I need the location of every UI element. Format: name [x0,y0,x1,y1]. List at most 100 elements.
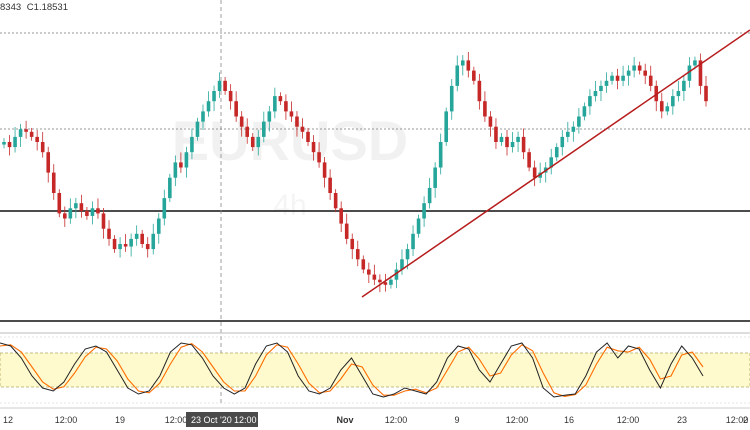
trendline[interactable] [361,29,750,298]
time-tick-label: 16 [564,415,574,425]
watermark-interval: 4h [273,189,306,222]
candle-body [129,238,133,247]
candle-body [344,223,349,239]
candle-body [162,198,167,219]
candle-body [477,80,482,102]
candle-body [267,111,272,122]
candle-body [24,129,28,132]
candle-body [394,269,399,280]
candle-body [123,244,128,247]
candle-body [510,142,515,148]
time-tick-label: 19 [115,415,125,425]
candle-body [400,259,404,270]
candle-body [35,136,39,142]
candle-body [322,162,327,178]
candle-body [228,91,233,102]
time-tick-label: 12:00 [55,415,78,425]
candle-body [549,157,554,168]
candle-body [96,208,100,214]
ohlc-fragment: 8343 [0,2,22,13]
candle-body [250,136,255,148]
candle-body [472,70,476,81]
candle-body [438,142,443,168]
candle-body [527,152,531,168]
candle-body [422,203,426,219]
candle-body [179,162,183,168]
time-tick-label: 2 [743,415,748,425]
candle-body [85,210,89,216]
candle-body [317,152,321,163]
candle-body [588,96,592,107]
candle-body [516,136,520,142]
candle-body [671,96,675,107]
candle-body [416,218,421,234]
candle-body [372,274,377,280]
candle-body [333,193,338,209]
candle-body [433,167,437,188]
candle-body [654,85,659,102]
candle-body [168,177,172,199]
candle-body [328,177,332,193]
candle-body [621,75,625,81]
candle-body [112,238,117,250]
candle-body [494,126,498,142]
candle-body [610,75,614,81]
candle-body [151,233,156,250]
candle-body [665,106,670,112]
time-tick-label: 12:00 [165,415,188,425]
candle-body [505,136,509,148]
candle-body [571,126,576,132]
candle-body [554,147,559,158]
candle-body [118,244,122,250]
candle-body [29,131,34,137]
time-tick-label: Nov [336,415,353,425]
candle-body [306,131,310,142]
candle-body [284,101,288,112]
candlestick-series [2,51,708,293]
candle-body [449,85,454,112]
candle-body [460,60,465,66]
candle-body [195,121,200,137]
candle-body [566,131,570,137]
candle-body [51,172,56,193]
candle-body [687,65,692,81]
candle-body [444,111,449,142]
candle-body [676,91,681,97]
candle-body [46,152,51,173]
candle-body [295,116,299,127]
candle-body [68,208,73,219]
candle-body [13,136,17,148]
candle-body [632,65,636,71]
candle-body [311,142,316,153]
close-value: 1.18531 [33,2,68,13]
time-tick-label: 12:00 [385,415,408,425]
candle-body [648,75,653,86]
candle-body [245,126,250,137]
candle-body [350,238,355,250]
candle-body [223,80,227,91]
candle-body [261,121,266,137]
candle-body [560,136,565,148]
candle-body [289,111,294,117]
candle-body [488,116,493,127]
candle-body [361,259,366,270]
crosshair-time: 12:00 [234,415,257,425]
candle-body [212,91,216,102]
candle-body [273,96,277,112]
candle-body [389,279,393,285]
candle-body [79,203,84,211]
candle-body [145,244,150,250]
candle-body [184,152,189,168]
candle-body [659,101,664,112]
stoch-band [0,352,750,388]
candle-body [615,75,620,81]
candle-body [140,233,144,244]
candle-body [190,136,194,153]
candle-body [637,65,642,71]
candle-body [411,233,415,250]
crosshair-time-badge [186,412,258,427]
candle-body [239,116,244,127]
time-axis[interactable]: 12 12:00 19 12:00 Nov 12:00 9 12:00 16 12:00 23 12:… [3,415,748,425]
